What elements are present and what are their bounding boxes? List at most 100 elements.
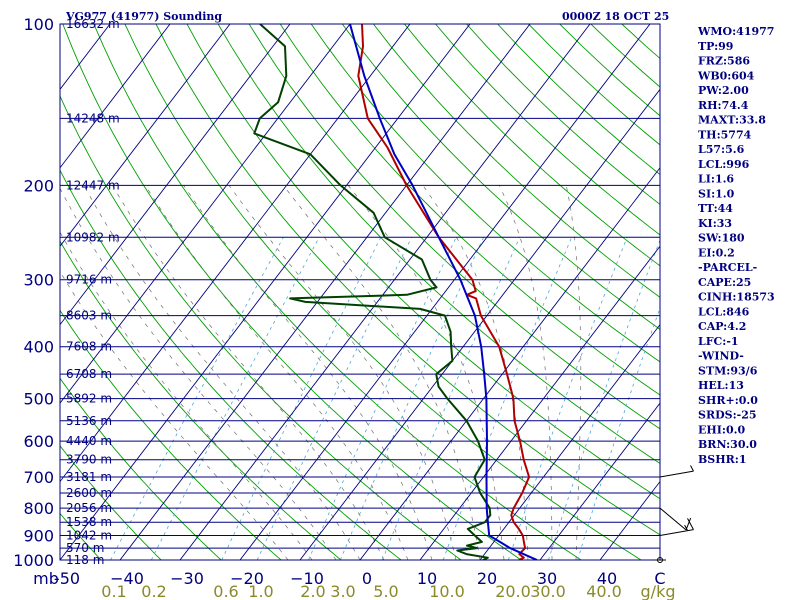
wind-barb <box>659 518 694 536</box>
mixing-ratio-line <box>110 237 284 560</box>
index-value: SRDS:-25 <box>698 409 757 422</box>
index-value: SI:1.0 <box>698 187 735 200</box>
index-value: -WIND- <box>698 350 744 363</box>
mixing-ratio-line <box>339 237 484 560</box>
mixing-ratio-label: 0.6 <box>213 582 238 600</box>
pressure-unit-label: mb <box>33 569 59 588</box>
dry-adiabat <box>62 24 522 560</box>
dry-adiabat <box>155 24 660 536</box>
pressure-tick-label: 600 <box>23 432 54 451</box>
index-value: TH:5774 <box>698 128 752 141</box>
mixing-ratio-line <box>221 237 382 560</box>
mixing-ratio-unit: g/kg <box>641 582 676 600</box>
pressure-tick-label: 300 <box>23 271 54 290</box>
mixing-ratio-label: 0.2 <box>141 582 166 600</box>
index-value: BSHR:1 <box>698 453 747 466</box>
index-value: EI:0.2 <box>698 246 735 259</box>
isotherm <box>179 24 591 560</box>
station-title: VG977 (41977) Sounding <box>65 10 222 23</box>
height-label: 9716 m <box>66 273 112 287</box>
height-label: 14248 m <box>66 111 120 125</box>
pressure-tick-label: 400 <box>23 338 54 357</box>
height-label: 6708 m <box>66 367 112 381</box>
index-value: CINH:18573 <box>698 291 775 304</box>
height-label: 2056 m <box>66 501 112 515</box>
moist-adiabat <box>565 185 582 560</box>
pressure-tick-label: 200 <box>23 176 54 195</box>
height-label: 2600 m <box>66 486 112 500</box>
index-value: EHI:0.0 <box>698 423 745 436</box>
dry-adiabat <box>124 24 642 560</box>
temperature-profile <box>357 24 531 560</box>
index-value: LCL:846 <box>698 305 750 318</box>
moist-adiabat <box>228 185 457 560</box>
pressure-tick-label: 800 <box>23 499 54 518</box>
dewpoint-profile <box>253 24 492 560</box>
temperature-tick-label: 10 <box>417 569 437 588</box>
mixing-ratio-label: 20.0 <box>495 582 531 600</box>
mixing-ratio-line <box>577 306 660 560</box>
temperature-tick-label: 30 <box>537 569 557 588</box>
isotherm <box>60 24 471 560</box>
temperature-tick-label: 0 <box>362 569 372 588</box>
index-value: SHR+:0.0 <box>698 394 758 407</box>
index-value: CAP:4.2 <box>698 320 746 333</box>
pressure-tick-label: 1000 <box>13 551 54 570</box>
index-value: FRZ:586 <box>698 55 750 68</box>
height-label: 4440 m <box>66 434 112 448</box>
isotherm <box>119 24 531 560</box>
moist-adiabat <box>60 270 289 560</box>
height-label: 7608 m <box>66 340 112 354</box>
temperature-tick-label: −10 <box>290 569 324 588</box>
moist-adiabat <box>183 185 433 560</box>
temperature-tick-label: 40 <box>597 569 617 588</box>
isotherm <box>539 402 660 560</box>
isotherm <box>419 245 660 560</box>
index-value: BRN:30.0 <box>698 438 757 451</box>
index-value: -PARCEL- <box>698 261 757 274</box>
pressure-tick-label: 500 <box>23 390 54 409</box>
mixing-ratio-label: 10.0 <box>429 582 465 600</box>
pressure-tick-label: 100 <box>23 15 54 34</box>
index-value: HEL:13 <box>698 379 744 392</box>
height-label: 5892 m <box>66 392 112 406</box>
index-value: LFC:-1 <box>698 335 739 348</box>
index-value: WB0:604 <box>697 69 755 82</box>
temperature-tick-label: −20 <box>230 569 264 588</box>
moist-adiabat <box>347 185 505 560</box>
mixing-ratio-label: 1.0 <box>248 582 273 600</box>
index-value: SW:180 <box>698 232 745 245</box>
temperature-unit-label: C <box>654 569 665 588</box>
pressure-tick-label: 900 <box>23 527 54 546</box>
height-label: 8603 m <box>66 309 112 323</box>
mixing-ratio-label: 2.0 <box>300 582 325 600</box>
index-value: CAPE:25 <box>698 276 751 289</box>
isotherm <box>60 24 231 247</box>
index-value: PW:2.00 <box>698 84 749 97</box>
index-value: TT:44 <box>698 202 733 215</box>
sounding-timestamp: 0000Z 18 OCT 25 <box>562 10 669 23</box>
mixing-ratio-line <box>256 237 413 560</box>
index-value: LCL:996 <box>698 158 750 171</box>
moist-adiabat <box>60 231 313 560</box>
height-label: 570 m <box>66 541 104 555</box>
index-value: KI:33 <box>698 217 732 230</box>
pressure-tick-label: 700 <box>23 468 54 487</box>
index-value: RH:74.4 <box>698 99 749 112</box>
height-label: 3181 m <box>66 470 112 484</box>
index-value: STM:93/6 <box>698 364 758 377</box>
mixing-ratio-label: 5.0 <box>373 582 398 600</box>
height-label: 5136 m <box>66 414 112 428</box>
temperature-tick-label: 20 <box>477 569 497 588</box>
plot-frame <box>59 23 661 561</box>
wind-barb <box>654 557 666 563</box>
isotherm <box>60 24 291 326</box>
isotherm <box>299 88 660 560</box>
moist-adiabat <box>145 185 409 560</box>
index-value: LI:1.6 <box>698 173 734 186</box>
temperature-tick-label: -50 <box>54 569 80 588</box>
height-label: 1538 m <box>66 515 112 529</box>
height-label: 10982 m <box>66 230 120 244</box>
mixing-ratio-label: 3.0 <box>330 582 355 600</box>
